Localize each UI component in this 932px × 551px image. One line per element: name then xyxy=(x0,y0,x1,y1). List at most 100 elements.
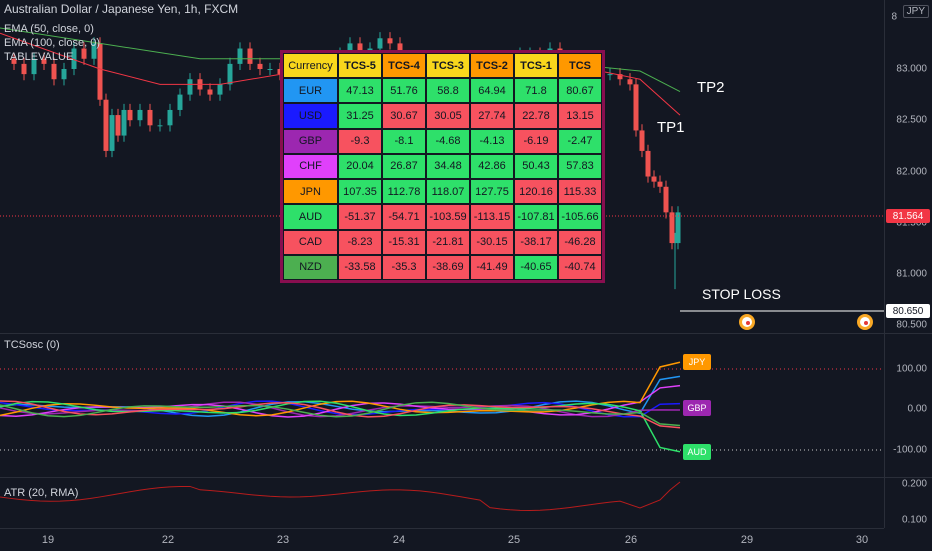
atr-canvas[interactable] xyxy=(0,478,884,528)
candle xyxy=(167,109,173,126)
table-cell: -4.68 xyxy=(426,128,470,154)
oscillator-title[interactable]: TCSosc (0) xyxy=(4,339,60,351)
table-cell: -35.3 xyxy=(382,254,426,280)
candle xyxy=(377,38,383,49)
pane-separator[interactable] xyxy=(0,333,932,334)
table-header-tcs: TCS xyxy=(558,53,602,79)
table-cell: 50.43 xyxy=(514,153,558,180)
table-cell: -38.17 xyxy=(514,229,558,255)
price-tick: 82.000 xyxy=(896,166,927,178)
table-cell: -103.59 xyxy=(426,204,470,230)
pane-separator[interactable] xyxy=(0,477,932,478)
candle xyxy=(147,109,153,126)
table-cell: -105.66 xyxy=(558,204,602,230)
candle xyxy=(121,109,127,136)
table-row-currency: AUD xyxy=(283,204,338,230)
table-header-currency: Currency xyxy=(283,53,338,79)
stop-marker-icon[interactable] xyxy=(739,314,755,330)
table-cell: 26.87 xyxy=(382,153,426,180)
table-cell: -8.1 xyxy=(382,128,426,154)
ema100-legend[interactable]: EMA (100, close, 0) xyxy=(4,37,100,49)
table-cell: 47.13 xyxy=(338,78,382,104)
table-cell: 115.33 xyxy=(558,179,602,205)
price-tick: 8 xyxy=(891,11,897,23)
currency-strength-line xyxy=(0,400,681,453)
tp1-label: TP1 xyxy=(657,119,685,136)
atr-title[interactable]: ATR (20, RMA) xyxy=(4,487,79,499)
candle xyxy=(663,186,669,213)
oscillator-pane[interactable]: TCSosc (0) JPY GBP AUD xyxy=(0,334,884,477)
table-row-currency: JPN xyxy=(283,179,338,205)
current-price-tag: 81.564 xyxy=(886,209,930,223)
candle xyxy=(347,43,353,54)
table-cell: -2.47 xyxy=(558,128,602,154)
time-tick: 30 xyxy=(855,534,869,546)
table-row-currency: CAD xyxy=(283,229,338,255)
time-tick: 19 xyxy=(41,534,55,546)
time-axis[interactable]: 19 22 23 24 25 26 29 30 xyxy=(0,528,884,551)
table-row-currency: NZD xyxy=(283,254,338,280)
table-row-currency: CHF xyxy=(283,153,338,180)
currency-strength-line xyxy=(0,401,681,427)
table-cell: -113.15 xyxy=(470,204,514,230)
currency-strength-table: Currency TCS-5 TCS-4 TCS-3 TCS-2 TCS-1 TCS EUR 4… xyxy=(280,50,605,283)
table-cell: 58.8 xyxy=(426,78,470,104)
candle xyxy=(31,58,37,75)
oscillator-canvas[interactable] xyxy=(0,334,884,477)
table-cell: 127.75 xyxy=(470,179,514,205)
table-cell: 30.67 xyxy=(382,103,426,129)
stop-loss-label: STOP LOSS xyxy=(702,286,781,302)
time-tick: 22 xyxy=(161,534,175,546)
ema50-legend[interactable]: EMA (50, close, 0) xyxy=(4,23,94,35)
price-chart-pane[interactable]: Australian Dollar / Japanese Yen, 1h, FX… xyxy=(0,0,884,333)
candle xyxy=(675,212,681,244)
oscillator-axis[interactable]: 100.00 0.00 -100.00 xyxy=(884,334,932,477)
osc-tick: -100.00 xyxy=(893,444,927,456)
candle xyxy=(627,79,633,85)
price-tick: 80.500 xyxy=(896,319,927,331)
candle xyxy=(651,176,657,182)
table-cell: -15.31 xyxy=(382,229,426,255)
stop-marker-icon[interactable] xyxy=(857,314,873,330)
candle xyxy=(187,79,193,95)
table-cell: -8.23 xyxy=(338,229,382,255)
candle xyxy=(217,84,223,95)
candle xyxy=(227,63,233,85)
tablevalue-legend[interactable]: TABLEVALUE xyxy=(4,51,74,63)
candle xyxy=(267,69,273,70)
candle xyxy=(247,48,253,64)
candle xyxy=(669,212,675,244)
jpy-badge: JPY xyxy=(683,354,711,370)
candle xyxy=(103,99,109,151)
candle xyxy=(387,38,393,44)
price-axis[interactable]: JPY 8 83.000 82.500 82.000 81.500 81.000… xyxy=(884,0,932,333)
table-cell: -107.81 xyxy=(514,204,558,230)
currency-strength-line xyxy=(0,400,681,429)
atr-tick: 0.100 xyxy=(901,514,927,526)
price-tick: 81.500 xyxy=(896,217,927,229)
table-cell: 51.76 xyxy=(382,78,426,104)
currency-badge[interactable]: JPY xyxy=(902,5,929,18)
table-header-tcs-3: TCS-3 xyxy=(426,53,470,79)
table-cell: -6.19 xyxy=(514,128,558,154)
candle xyxy=(97,43,103,100)
candle xyxy=(41,58,47,64)
table-cell: -46.28 xyxy=(558,229,602,255)
candle xyxy=(639,130,645,151)
atr-axis[interactable]: 0.200 0.100 xyxy=(884,478,932,528)
candle xyxy=(127,109,133,121)
table-cell: 80.67 xyxy=(558,78,602,104)
table-cell: -51.37 xyxy=(338,204,382,230)
candle xyxy=(607,74,613,76)
atr-line xyxy=(0,481,681,511)
candle xyxy=(21,63,27,75)
table-cell: 31.25 xyxy=(338,103,382,129)
candle xyxy=(207,89,213,95)
table-cell: 112.78 xyxy=(382,179,426,205)
candle xyxy=(11,58,17,64)
time-tick: 23 xyxy=(276,534,290,546)
price-tick: 83.000 xyxy=(896,63,927,75)
candle xyxy=(617,74,623,80)
atr-pane[interactable]: ATR (20, RMA) xyxy=(0,478,884,528)
candle xyxy=(109,115,115,151)
